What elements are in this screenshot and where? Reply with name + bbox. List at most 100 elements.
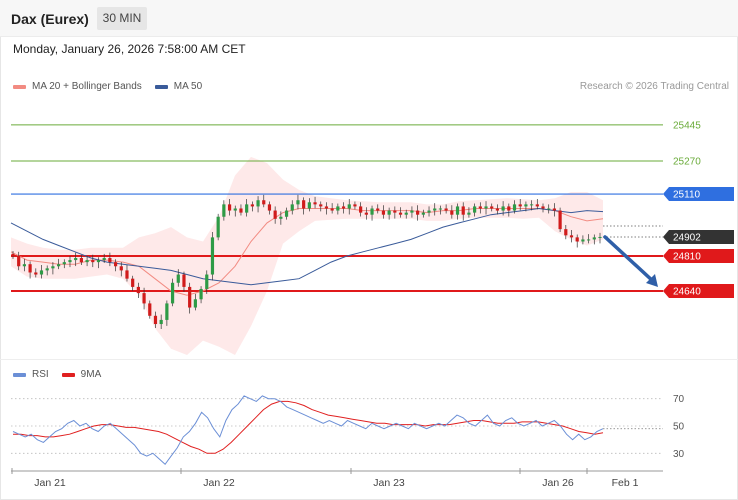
candle-body: [148, 303, 152, 316]
price-tag-24810: [663, 248, 734, 263]
candle-body: [227, 204, 232, 211]
candle-body: [587, 239, 591, 241]
chart-datetime: Monday, January 26, 2026 7:58:00 AM CET: [13, 42, 246, 56]
candle-body: [74, 258, 78, 261]
candle-body: [22, 264, 26, 267]
candle-body: [524, 204, 528, 207]
candle-body: [558, 210, 562, 230]
price-label-25445: 25445: [673, 120, 701, 131]
rsi-tick-30: 30: [673, 449, 685, 460]
candle-body: [507, 206, 511, 211]
candle-body: [569, 235, 574, 238]
rsi-legend: RSI 9MA: [13, 369, 114, 380]
candle-body: [131, 278, 135, 287]
legend-item-ma50: MA 50: [154, 81, 202, 92]
candle-body: [410, 210, 414, 213]
candle-body: [330, 208, 334, 211]
candle-body: [398, 212, 403, 215]
candle-body: [182, 274, 186, 287]
candle-body: [250, 204, 254, 207]
candle-body: [193, 299, 197, 308]
candle-body: [518, 204, 522, 207]
candle-body: [364, 212, 368, 215]
candle-body: [273, 210, 277, 219]
candle-body: [56, 264, 61, 267]
candle-body: [68, 260, 72, 263]
rsi-9ma-line: [13, 400, 604, 454]
chart-header: Dax (Eurex) 30 MIN: [0, 0, 738, 37]
rsi-tick-70: 70: [673, 394, 685, 405]
candle-body: [319, 204, 323, 207]
candle-body: [501, 206, 505, 211]
interval-badge[interactable]: 30 MIN: [97, 7, 147, 30]
price-tag-24640: [663, 284, 734, 299]
candle-body: [290, 204, 294, 211]
legend-swatch-ma50: [154, 84, 168, 89]
candle-body: [256, 200, 260, 207]
candle-body: [575, 237, 579, 242]
candle-body: [199, 288, 203, 300]
candle-body: [438, 208, 443, 210]
candle-body: [210, 237, 215, 275]
candle-body: [17, 255, 21, 267]
candle-body: [170, 282, 175, 304]
candle-body: [159, 319, 163, 325]
candle-body: [34, 272, 38, 275]
candle-body: [62, 262, 66, 265]
legend-item-9ma: 9MA: [61, 369, 101, 380]
candle-body: [11, 253, 15, 256]
legend-swatch-9ma: [61, 372, 75, 377]
candle-body: [313, 202, 317, 205]
candle-body: [96, 260, 101, 263]
candle-body: [461, 206, 465, 215]
candle-body: [490, 206, 494, 209]
price-label-24810: 24810: [673, 251, 701, 262]
x-axis-label: Jan 23: [373, 477, 405, 489]
candle-body: [222, 204, 226, 217]
candles-group: [11, 194, 602, 329]
candle-body: [205, 274, 209, 289]
candle-body: [404, 212, 408, 215]
projection-arrow-head: [646, 274, 658, 288]
candle-body: [547, 208, 551, 210]
projection-arrow-shaft: [603, 235, 656, 284]
candle-body: [484, 206, 488, 209]
candle-body: [91, 260, 95, 263]
candle-body: [467, 212, 471, 215]
price-label-24640: 24640: [673, 287, 701, 298]
instrument-title: Dax (Eurex): [11, 11, 89, 27]
candle-body: [324, 206, 329, 209]
candle-body: [284, 210, 289, 217]
candle-body: [102, 258, 106, 261]
rsi-line: [12, 395, 604, 466]
candle-body: [541, 206, 545, 209]
x-axis-label: Jan 21: [34, 477, 66, 489]
price-tag-25110: [663, 187, 734, 202]
x-axis-label: Feb 1: [612, 477, 639, 489]
candle-body: [233, 208, 237, 211]
candle-body: [512, 204, 517, 211]
legend-swatch-rsi: [13, 372, 26, 377]
candle-body: [535, 204, 539, 207]
price-legend: MA 20 + Bollinger Bands MA 50: [13, 81, 215, 92]
candle-body: [427, 210, 431, 213]
candle-body: [376, 208, 380, 211]
candle-body: [302, 200, 306, 209]
price-tag-24902: [663, 229, 734, 244]
legend-item-rsi: RSI: [13, 369, 49, 380]
candle-body: [564, 229, 568, 236]
panel-separator: [0, 359, 738, 360]
candle-body: [381, 210, 386, 215]
candle-body: [347, 204, 351, 209]
candle-body: [216, 216, 220, 238]
candle-body: [142, 293, 146, 304]
candle-body: [387, 210, 391, 215]
x-axis-label: Jan 22: [203, 477, 235, 489]
candle-body: [136, 286, 140, 294]
candle-body: [267, 204, 272, 211]
candle-body: [359, 206, 363, 213]
candle-body: [455, 206, 460, 215]
candle-body: [262, 200, 266, 205]
candle-body: [245, 204, 249, 213]
